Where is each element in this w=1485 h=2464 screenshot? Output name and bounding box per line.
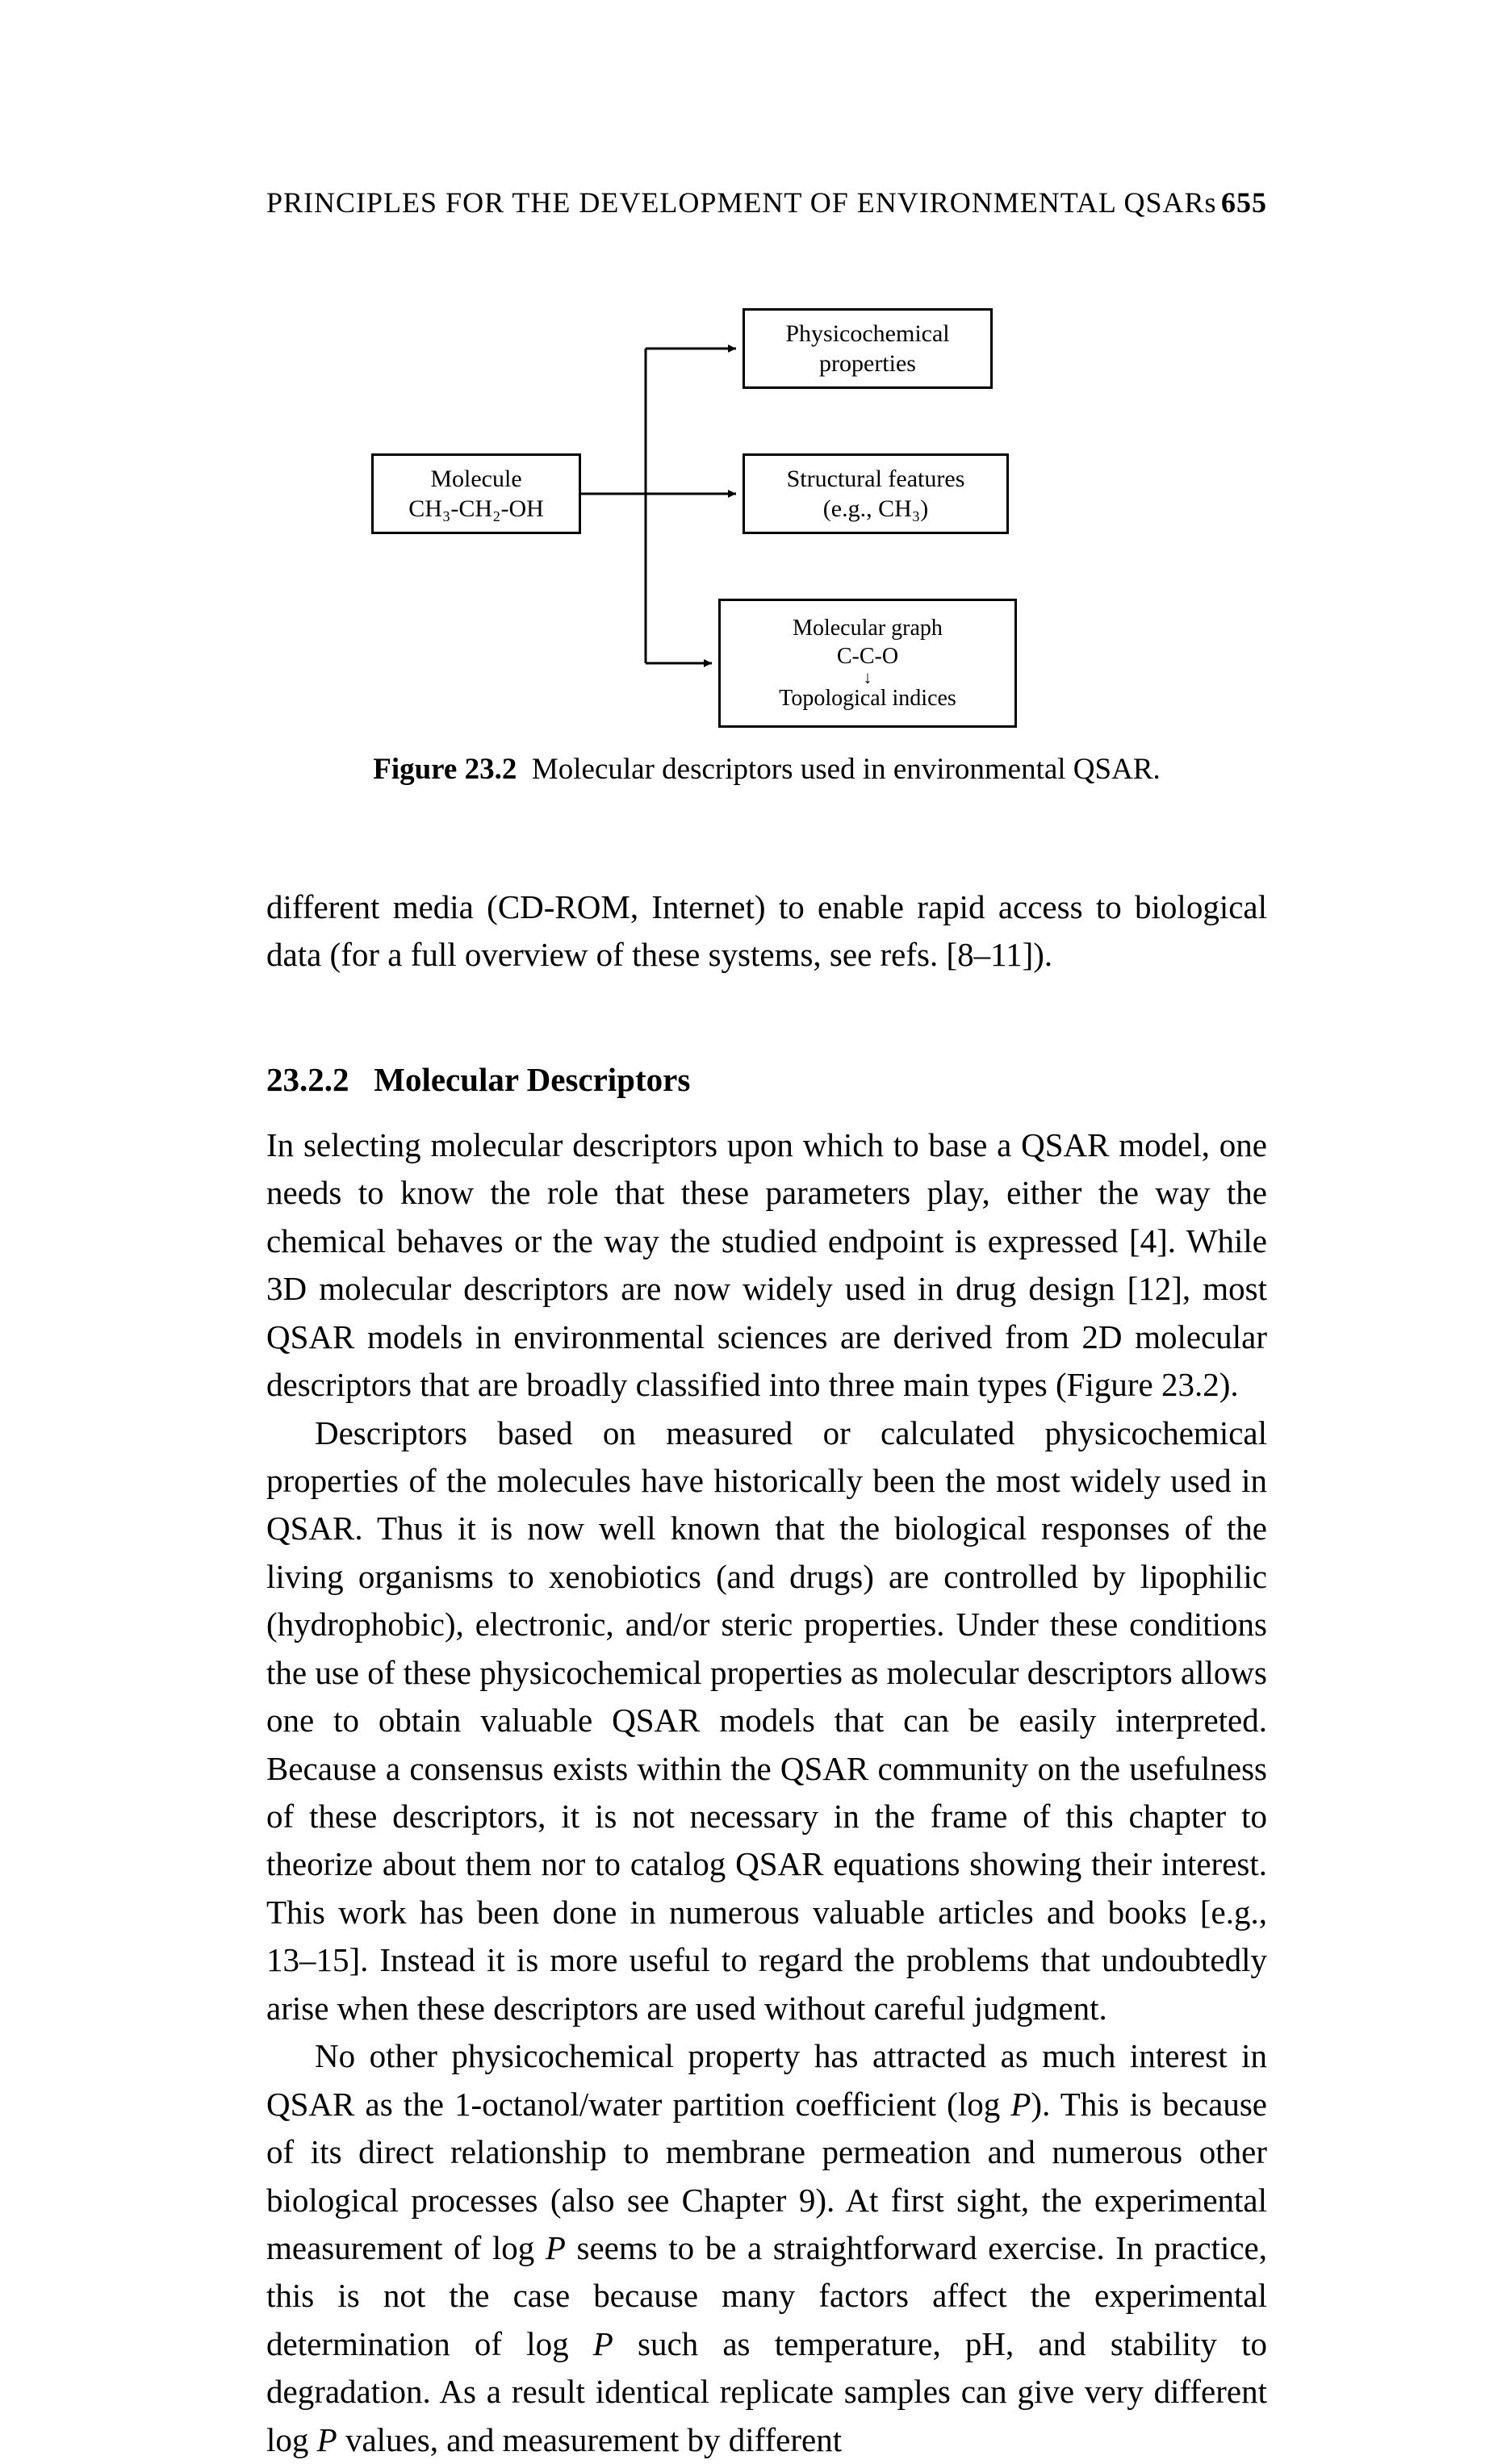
figure-box-structural: Structural features (e.g., CH₃)	[742, 453, 1009, 534]
figure-box-a-line1: Physicochemical	[758, 319, 977, 349]
figure-box-b-line2: (e.g., CH₃)	[758, 494, 993, 524]
p3-P2: P	[546, 2229, 566, 2266]
section-heading: 23.2.2 Molecular Descriptors	[266, 1060, 1267, 1099]
paragraph-1: In selecting molecular descriptors upon …	[266, 1121, 1267, 1409]
figure-box-molecule: Molecule CH₃-CH₂-OH	[371, 453, 581, 534]
figure-caption-label: Figure 23.2	[373, 753, 517, 786]
figure-box-c-line2: C-C-O	[734, 642, 1002, 670]
p3-P4: P	[317, 2421, 337, 2458]
section-title: Molecular Descriptors	[374, 1061, 690, 1098]
figure-box-a-line2: properties	[758, 349, 977, 379]
paragraph-3: No other physicochemical property has at…	[266, 2032, 1267, 2464]
p3-P3: P	[593, 2325, 613, 2362]
page: PRINCIPLES FOR THE DEVELOPMENT OF ENVIRO…	[0, 0, 1485, 2239]
figure-caption: Figure 23.2 Molecular descriptors used i…	[266, 752, 1267, 787]
intro-paragraph: different media (CD-ROM, Internet) to en…	[266, 883, 1267, 979]
p3-e: values, and measurement by different	[337, 2421, 842, 2458]
paragraph-2: Descriptors based on measured or calcula…	[266, 1409, 1267, 2033]
figure-box-molecule-line1: Molecule	[387, 464, 566, 495]
down-arrow-icon: ↓	[734, 670, 1002, 685]
running-title: PRINCIPLES FOR THE DEVELOPMENT OF ENVIRO…	[266, 186, 1217, 219]
section-number: 23.2.2	[266, 1061, 349, 1098]
p3-P1: P	[1010, 2086, 1031, 2123]
figure-box-topological: Molecular graph C-C-O ↓ Topological indi…	[718, 599, 1017, 728]
figure-box-c-line3: Topological indices	[734, 684, 1002, 712]
figure-box-molecule-line2: CH₃-CH₂-OH	[387, 494, 566, 524]
running-header: PRINCIPLES FOR THE DEVELOPMENT OF ENVIRO…	[266, 186, 1267, 219]
figure-box-physicochemical: Physicochemical properties	[742, 308, 993, 389]
figure-caption-text: Molecular descriptors used in environmen…	[532, 753, 1161, 786]
figure-box-b-line1: Structural features	[758, 464, 993, 495]
page-number: 655	[1221, 186, 1267, 219]
figure-23-2: Molecule CH₃-CH₂-OH Physicochemical prop…	[363, 308, 1170, 728]
figure-box-c-line1: Molecular graph	[734, 614, 1002, 642]
